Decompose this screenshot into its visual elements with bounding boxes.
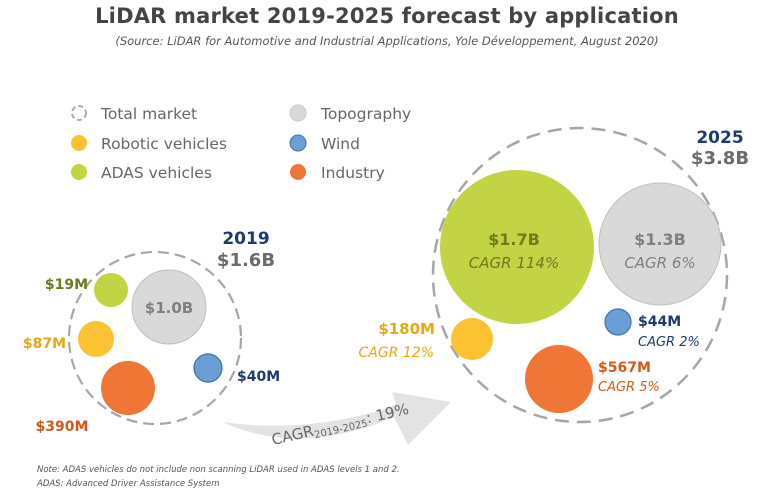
legend: Total market Robotic vehicles ADAS vehic… bbox=[71, 104, 411, 182]
bubble-2019-topography bbox=[131, 269, 207, 345]
bubble-2025-adas bbox=[440, 170, 594, 324]
cluster-2025: 2025 $3.8B $1.7B CAGR 114% $1.3B CAGR 6%… bbox=[359, 126, 749, 424]
cagr-label-2025-topography: CAGR 6% bbox=[624, 254, 695, 272]
cagr-arrow: CAGR2019-2025: 19% bbox=[222, 392, 451, 449]
cagr-label-2025-robotic: CAGR 12% bbox=[359, 345, 435, 361]
legend-label-wind: Wind bbox=[321, 135, 360, 153]
cagr-label-2025-adas: CAGR 114% bbox=[469, 254, 559, 272]
legend-label-topography: Topography bbox=[320, 105, 411, 123]
bubble-2025-topography bbox=[598, 182, 722, 306]
chart-title: LiDAR market 2019-2025 forecast by appli… bbox=[95, 4, 679, 28]
total-label-2025: $3.8B bbox=[691, 148, 749, 169]
value-label-2025-adas: $1.7B bbox=[488, 230, 540, 249]
value-label-2025-wind: $44M bbox=[638, 314, 681, 330]
legend-adas-vehicles-icon bbox=[71, 164, 87, 180]
total-market-2019-circle bbox=[67, 250, 243, 426]
bubble-2019-industry bbox=[101, 361, 155, 415]
legend-topography-icon bbox=[289, 104, 307, 122]
legend-wind-icon bbox=[289, 134, 307, 152]
legend-label-robotic-vehicles: Robotic vehicles bbox=[101, 135, 227, 153]
year-label-2019: 2019 bbox=[222, 229, 269, 249]
bubble-2019-wind bbox=[193, 353, 223, 383]
cagr-label-2025-wind: CAGR 2% bbox=[638, 335, 700, 350]
total-market-2025-circle bbox=[431, 126, 729, 424]
value-label-2025-robotic: $180M bbox=[378, 320, 435, 338]
footnote-adas: Note: ADAS vehicles do not include non s… bbox=[37, 465, 400, 475]
bubble-2019-adas bbox=[94, 273, 128, 307]
value-label-2019-industry: $390M bbox=[36, 419, 89, 435]
total-label-2019: $1.6B bbox=[217, 250, 275, 271]
value-label-2019-adas: $19M bbox=[45, 277, 88, 293]
value-label-2019-wind: $40M bbox=[237, 369, 280, 385]
value-label-2025-topography: $1.3B bbox=[634, 230, 686, 249]
bubble-2019-robotic bbox=[78, 321, 114, 357]
year-label-2025: 2025 bbox=[696, 128, 743, 148]
legend-label-adas-vehicles: ADAS vehicles bbox=[101, 164, 212, 182]
bubble-2025-robotic bbox=[451, 318, 493, 360]
cluster-2019: 2019 $1.6B $1.0B $390M $87M $40M $19M bbox=[23, 229, 280, 435]
bubble-2025-industry bbox=[525, 345, 593, 413]
value-label-2019-robotic: $87M bbox=[23, 336, 66, 352]
value-label-2019-topography: $1.0B bbox=[145, 299, 193, 317]
bubble-2025-wind bbox=[604, 308, 632, 336]
legend-robotic-vehicles-icon bbox=[71, 135, 87, 151]
legend-label-total-market: Total market bbox=[100, 105, 197, 123]
footnote-abbreviation: ADAS: Advanced Driver Assistance System bbox=[37, 479, 220, 489]
legend-total-market-icon bbox=[71, 105, 87, 121]
value-label-2025-industry: $567M bbox=[598, 360, 651, 376]
legend-label-industry: Industry bbox=[321, 164, 385, 182]
cagr-label-2025-industry: CAGR 5% bbox=[598, 380, 660, 395]
chart-subtitle: (Source: LiDAR for Automotive and Indust… bbox=[115, 34, 659, 48]
legend-industry-icon bbox=[290, 164, 306, 180]
cagr-arrow-shape bbox=[222, 392, 451, 445]
